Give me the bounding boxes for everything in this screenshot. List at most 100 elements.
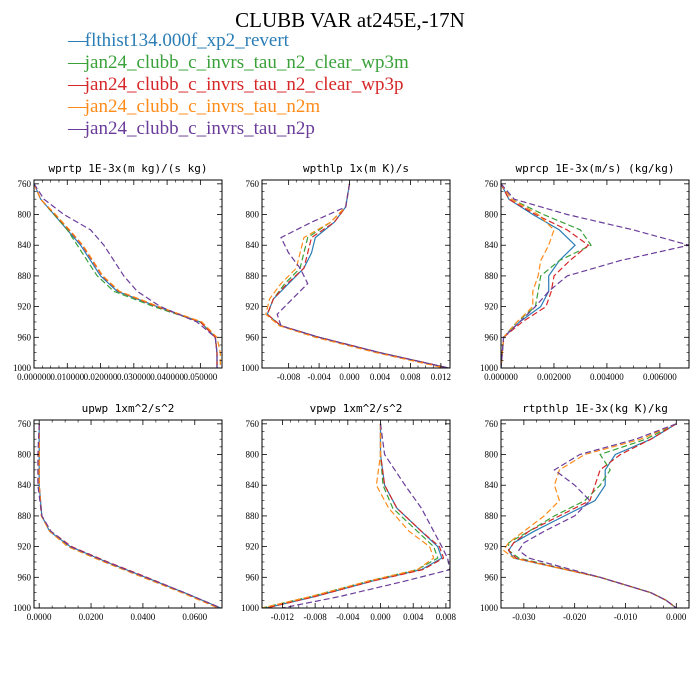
y-tick-label: 1000 — [480, 363, 499, 373]
y-tick-label: 920 — [246, 542, 260, 552]
x-tick-label: 0.008 — [400, 372, 421, 382]
series-line — [38, 423, 220, 608]
series-group — [502, 423, 677, 608]
series-line — [262, 423, 435, 608]
x-tick-label: 0.030000 — [117, 372, 151, 382]
panel-title: wpthlp 1x(m K)/s — [303, 162, 409, 175]
y-tick-label: 960 — [485, 572, 499, 582]
legend-item: — jan24_clubb_c_invrs_tau_n2m — [68, 96, 409, 118]
y-tick-label: 840 — [485, 240, 499, 250]
series-line — [517, 423, 677, 608]
panel-frame — [261, 419, 451, 609]
x-tick-label: 0.0400 — [131, 612, 156, 622]
y-tick-label: 800 — [18, 210, 32, 220]
series-line — [282, 423, 450, 608]
y-tick-label: 920 — [18, 542, 32, 552]
x-tick-label: 0.0200 — [79, 612, 104, 622]
legend-label: jan24_clubb_c_invrs_tau_n2p — [84, 118, 315, 139]
x-tick-label: -0.008 — [277, 372, 301, 382]
x-tick-label: 0.000 — [370, 612, 391, 622]
series-line — [508, 423, 677, 608]
y-tick-label: 800 — [246, 450, 260, 460]
series-group — [265, 183, 449, 368]
x-tick-label: 0.004 — [370, 372, 391, 382]
y-tick-label: 1000 — [241, 363, 260, 373]
x-tick-label: -0.008 — [304, 612, 328, 622]
panel-title: rtpthlp 1E-3x(kg K)/kg — [522, 402, 668, 415]
x-tick-label: 0.010000 — [50, 372, 84, 382]
series-line — [34, 183, 218, 368]
legend-label: jan24_clubb_c_invrs_tau_n2m — [84, 96, 321, 117]
panel: upwp 1xm^2/s^2 760 800 840 880 920 960 10000.00… — [13, 402, 223, 622]
y-tick-label: 800 — [485, 450, 499, 460]
x-tick-label: -0.030 — [512, 612, 536, 622]
x-tick-label: 0.0000 — [27, 612, 52, 622]
y-tick-label: 760 — [246, 419, 260, 429]
y-tick-label: 800 — [485, 210, 499, 220]
series-line — [276, 183, 449, 368]
x-tick-label: -0.010 — [614, 612, 638, 622]
series-line — [501, 183, 555, 368]
x-tick-label: 0.002000 — [537, 372, 571, 382]
series-line — [266, 183, 449, 368]
series-line — [34, 183, 218, 368]
y-tick-label: 840 — [18, 240, 32, 250]
series-line — [38, 423, 219, 608]
legend-label: jan24_clubb_c_invrs_tau_n2_clear_wp3p — [84, 74, 404, 95]
x-tick-label: 0.000000 — [484, 372, 518, 382]
y-tick-label: 760 — [18, 179, 32, 189]
legend-label: flthist134.000f_xp2_revert — [84, 30, 289, 51]
y-tick-label: 880 — [485, 511, 499, 521]
y-tick-label: 920 — [485, 542, 499, 552]
x-tick-label: 0.050000 — [183, 372, 217, 382]
series-line — [265, 423, 443, 608]
y-tick-label: 880 — [485, 271, 499, 281]
x-tick-label: -0.012 — [271, 612, 294, 622]
x-tick-label: 0.008 — [436, 612, 457, 622]
y-tick-label: 1000 — [241, 603, 260, 613]
series-group — [501, 183, 689, 368]
panel-frame — [33, 419, 223, 609]
y-tick-label: 1000 — [480, 603, 499, 613]
panel-title: wprtp 1E-3x(m kg)/(s kg) — [49, 162, 208, 175]
series-line — [34, 183, 218, 368]
figure-title: CLUBB VAR at245E,-17N — [235, 8, 465, 32]
series-line — [501, 183, 592, 368]
x-tick-label: 0.004000 — [590, 372, 624, 382]
series-line — [266, 183, 449, 368]
series-line — [501, 183, 689, 368]
series-line — [265, 423, 445, 608]
x-tick-label: -0.020 — [563, 612, 587, 622]
series-line — [34, 183, 221, 368]
y-tick-label: 1000 — [13, 363, 32, 373]
series-group — [34, 183, 221, 368]
panel: wpthlp 1x(m K)/s 760 800 840 880 920 960 1000 -0… — [241, 162, 451, 382]
y-tick-label: 960 — [18, 572, 32, 582]
panel: rtpthlp 1E-3x(kg K)/kg 760 800 840 880 920 960… — [480, 402, 690, 622]
y-tick-label: 800 — [246, 210, 260, 220]
x-tick-label: 0.020000 — [84, 372, 118, 382]
panel-frame — [500, 419, 690, 609]
y-tick-label: 840 — [485, 480, 499, 490]
y-tick-label: 880 — [18, 511, 32, 521]
legend-item: — jan24_clubb_c_invrs_tau_n2_clear_wp3p — [68, 74, 409, 96]
y-tick-label: 800 — [18, 450, 32, 460]
y-tick-label: 880 — [18, 271, 32, 281]
y-tick-label: 760 — [246, 179, 260, 189]
y-tick-label: 960 — [246, 572, 260, 582]
series-line — [265, 183, 445, 368]
x-tick-label: 0.004 — [403, 612, 424, 622]
y-tick-label: 880 — [246, 511, 260, 521]
y-tick-label: 760 — [485, 419, 499, 429]
x-tick-label: 0.006000 — [643, 372, 677, 382]
x-tick-label: 0.040000 — [150, 372, 184, 382]
panel-title: vpwp 1xm^2/s^2 — [310, 402, 403, 415]
y-tick-label: 920 — [18, 302, 32, 312]
x-tick-label: 0.000 — [339, 372, 360, 382]
x-tick-label: 0.000 — [666, 612, 687, 622]
panel-frame — [33, 179, 223, 369]
legend-item: — flthist134.000f_xp2_revert — [68, 30, 409, 52]
y-tick-label: 920 — [485, 302, 499, 312]
y-tick-label: 840 — [246, 240, 260, 250]
